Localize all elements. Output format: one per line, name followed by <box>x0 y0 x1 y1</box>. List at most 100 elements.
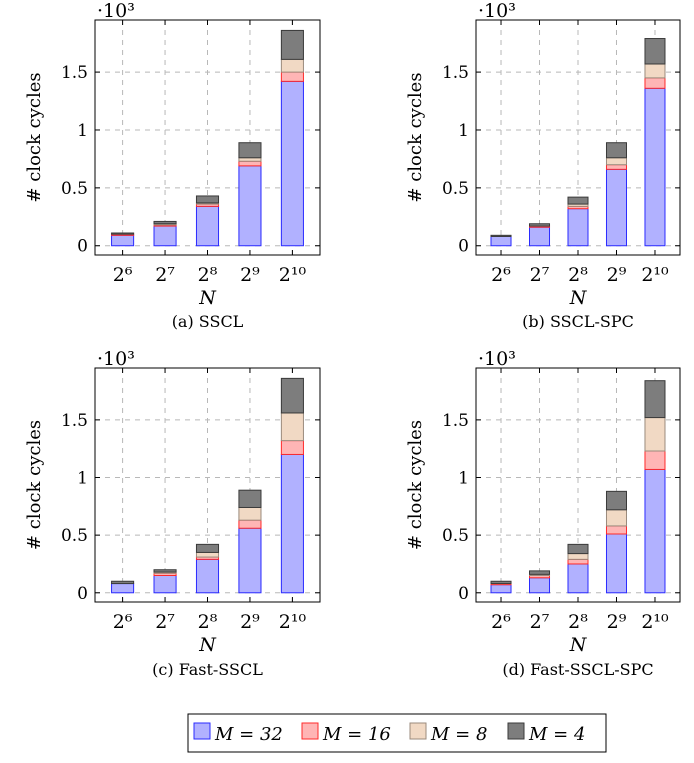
y-axis-label: # clock cycles <box>24 420 45 550</box>
y-tick-label: 0.5 <box>442 179 469 199</box>
x-tick-label: 2⁸ <box>568 611 588 633</box>
chart-c: 0 0.5 1 1.5 2⁶ 2⁷ 2⁸ 2⁹ 2¹⁰ ·10³ # clock cycles N (c… <box>24 348 321 679</box>
legend-swatch <box>301 722 319 740</box>
bar-segment <box>644 38 666 65</box>
chart-d: 0 0.5 1 1.5 2⁶ 2⁷ 2⁸ 2⁹ 2¹⁰ ·10³ # clock cycles N (d… <box>405 348 681 679</box>
bar-segment <box>111 583 135 594</box>
y-tick-label: 1 <box>77 469 88 489</box>
y-tick-label: 1.5 <box>61 411 88 431</box>
bar-segment <box>111 234 135 247</box>
scale-label: ·10³ <box>478 348 516 370</box>
bar-segment <box>490 584 512 594</box>
chart-caption: (c) Fast-SSCL <box>152 660 263 679</box>
bar-segment <box>490 234 512 237</box>
bar-segment <box>280 80 304 247</box>
bar-segment <box>280 377 304 414</box>
y-tick-label: 1.5 <box>61 63 88 83</box>
scale-label: ·10³ <box>478 0 516 22</box>
bar-segment <box>238 527 262 594</box>
y-tick-label: 1.5 <box>442 63 469 83</box>
x-axis-label: N <box>569 634 588 656</box>
bar-segment <box>605 509 627 527</box>
bar-segment <box>644 417 666 452</box>
bar-segment <box>238 519 262 529</box>
x-tick-label: 2⁶ <box>491 611 511 633</box>
bar-segment <box>195 558 220 594</box>
legend-label: M = 32 <box>214 724 283 745</box>
y-axis-label: # clock cycles <box>24 72 45 202</box>
chart-b: 0 0.5 1 1.5 2⁶ 2⁷ 2⁸ 2⁹ 2¹⁰ ·10³ # clock cycles N (b… <box>405 0 681 331</box>
bar-segment <box>567 558 589 565</box>
bar-segment <box>280 440 304 455</box>
y-tick-label: 0.5 <box>61 179 88 199</box>
y-tick-label: 0 <box>77 584 88 604</box>
chart-caption: (a) SSCL <box>172 312 244 331</box>
x-tick-label: 2⁷ <box>155 611 175 633</box>
bar-segment <box>567 208 589 247</box>
x-tick-label: 2⁸ <box>198 611 218 633</box>
legend-swatch <box>409 722 427 740</box>
bar-segment <box>195 195 220 204</box>
chart-caption: (d) Fast-SSCL-SPC <box>502 660 653 679</box>
bar-segment <box>238 160 262 167</box>
y-tick-label: 0 <box>458 237 469 257</box>
legend-label: M = 8 <box>430 724 487 745</box>
y-tick-label: 1 <box>77 121 88 141</box>
bar-segment <box>644 87 666 247</box>
legend-label: M = 16 <box>322 724 391 745</box>
bar-segment <box>238 489 262 508</box>
bar-segment <box>644 468 666 594</box>
x-tick-label: 2⁸ <box>198 264 218 286</box>
bar-segment <box>153 574 177 594</box>
x-tick-label: 2⁹ <box>240 264 260 286</box>
x-tick-label: 2¹⁰ <box>279 264 307 286</box>
y-axis-label: # clock cycles <box>405 72 426 202</box>
x-tick-label: 2⁶ <box>113 611 133 633</box>
bar-segment <box>195 205 220 247</box>
bar-segment <box>238 506 262 521</box>
legend-swatch <box>507 722 525 740</box>
x-tick-label: 2¹⁰ <box>641 264 669 286</box>
bar-segment <box>490 235 512 247</box>
bar-segment <box>195 551 220 558</box>
x-tick-label: 2⁷ <box>155 264 175 286</box>
bar-segment <box>605 490 627 511</box>
bar-segment <box>644 380 666 419</box>
x-tick-label: 2¹⁰ <box>641 611 669 633</box>
x-tick-label: 2⁸ <box>568 264 588 286</box>
x-tick-label: 2⁷ <box>530 264 550 286</box>
bar-segment <box>529 570 551 575</box>
bar-segment <box>605 164 627 170</box>
y-tick-label: 1 <box>458 469 469 489</box>
bar-segment <box>567 196 589 205</box>
bar-segment <box>280 71 304 82</box>
bar-segment <box>605 157 627 166</box>
scale-label: ·10³ <box>97 0 135 22</box>
bar-segment <box>153 569 177 573</box>
y-tick-label: 0 <box>77 237 88 257</box>
bar-segment <box>529 226 551 247</box>
bar-segment <box>567 563 589 594</box>
bar-segment <box>490 580 512 585</box>
bar-segment <box>605 142 627 159</box>
legend-swatch <box>193 722 211 740</box>
bar-segment <box>238 142 262 159</box>
bar-segment <box>238 157 262 162</box>
legend-box <box>187 713 607 753</box>
bar-segment <box>111 580 135 585</box>
bar-segment <box>567 543 589 555</box>
y-axis-label: # clock cycles <box>405 420 426 550</box>
chart-caption: (b) SSCL-SPC <box>522 312 634 331</box>
legend-label: M = 4 <box>528 724 585 745</box>
bar-segment <box>644 63 666 79</box>
y-tick-label: 0.5 <box>442 526 469 546</box>
bar-segment <box>280 412 304 442</box>
bar-segment <box>529 577 551 594</box>
bar-segment <box>605 168 627 247</box>
x-tick-label: 2⁹ <box>240 611 260 633</box>
bar-segment <box>644 77 666 89</box>
bar-segment <box>153 220 177 225</box>
bar-segment <box>280 58 304 73</box>
